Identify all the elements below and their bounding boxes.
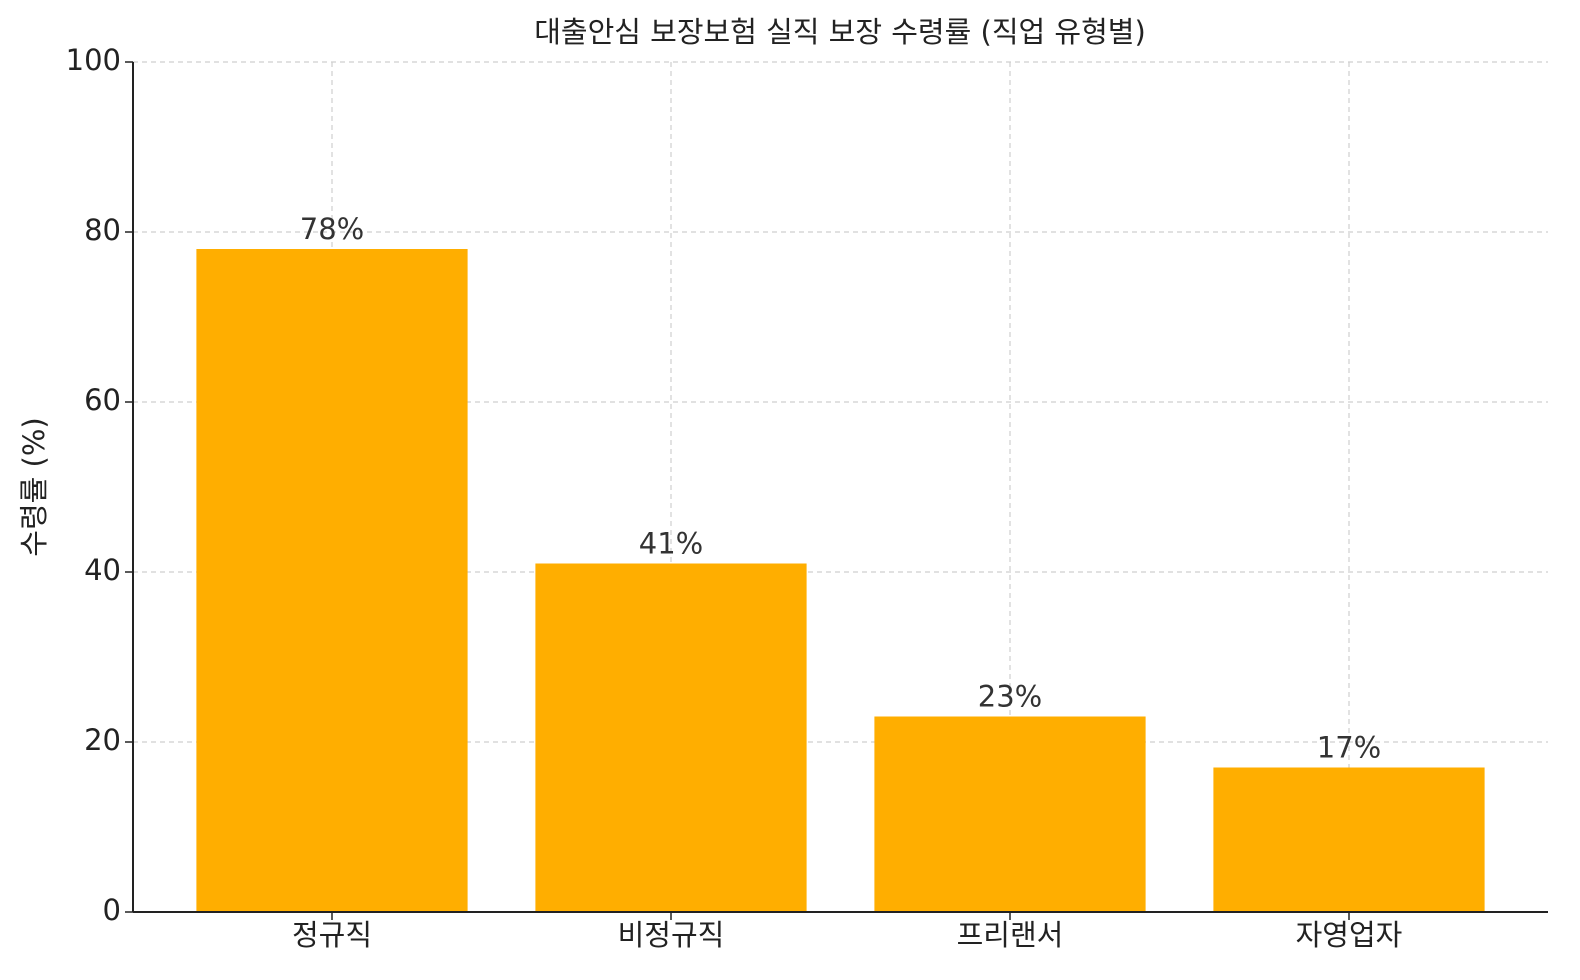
- y-tick-label: 20: [84, 723, 121, 757]
- y-axis-label: 수령률 (%): [17, 417, 51, 556]
- bar: [196, 249, 468, 912]
- y-tick-label: 80: [84, 213, 121, 247]
- x-tick-label: 정규직: [292, 918, 372, 952]
- value-label: 41%: [639, 527, 703, 561]
- bar: [535, 563, 807, 912]
- value-label: 23%: [978, 680, 1042, 714]
- x-tick-label: 프리랜서: [957, 918, 1064, 952]
- y-tick-label: 40: [84, 553, 121, 587]
- y-tick-label: 0: [103, 893, 121, 927]
- value-label: 78%: [300, 212, 364, 246]
- x-tick-label: 비정규직: [618, 918, 725, 952]
- chart-title: 대출안심 보장보험 실직 보장 수령률 (직업 유형별): [534, 15, 1146, 49]
- y-tick-label: 100: [66, 43, 121, 77]
- y-tick-label: 60: [84, 383, 121, 417]
- value-label: 17%: [1317, 731, 1381, 765]
- x-tick-label: 자영업자: [1296, 918, 1403, 952]
- bar: [1213, 767, 1485, 912]
- bar: [874, 716, 1146, 912]
